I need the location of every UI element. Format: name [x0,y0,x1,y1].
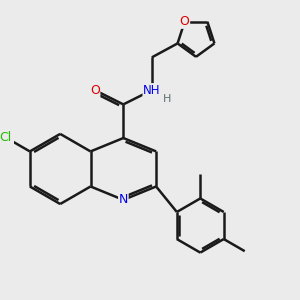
Text: N: N [118,194,128,206]
Text: O: O [90,84,100,97]
Text: Cl: Cl [0,131,11,144]
Text: H: H [163,94,172,104]
Text: NH: NH [143,84,160,97]
Text: O: O [180,15,190,28]
